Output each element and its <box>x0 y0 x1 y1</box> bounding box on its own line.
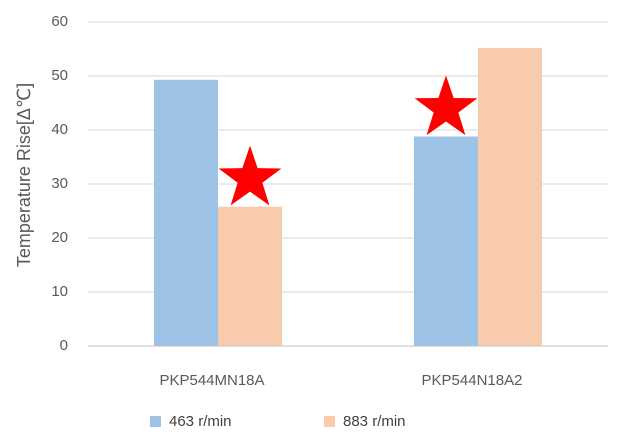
y-tick-label: 20 <box>51 229 68 246</box>
y-tick-labels: 0 10 20 30 40 50 60 <box>51 13 68 354</box>
y-axis-title: Temperature Rise[Δ℃] <box>14 83 34 267</box>
legend-item: 463 r/min <box>150 413 232 430</box>
star-annotations <box>218 75 478 206</box>
bar <box>154 79 218 346</box>
y-tick-label: 60 <box>51 13 68 30</box>
y-tick-label: 10 <box>51 283 68 300</box>
legend: 463 r/min 883 r/min <box>150 413 406 430</box>
star-marker <box>218 145 282 206</box>
y-tick-label: 50 <box>51 67 68 84</box>
bar <box>414 136 478 346</box>
legend-item: 883 r/min <box>324 413 406 430</box>
legend-label: 883 r/min <box>343 413 406 430</box>
y-tick-label: 0 <box>60 337 68 354</box>
star-marker <box>414 75 478 136</box>
legend-swatch <box>150 416 161 427</box>
bar <box>478 47 542 347</box>
bar <box>218 206 282 346</box>
x-tick-label: PKP544MN18A <box>159 372 264 389</box>
y-tick-label: 30 <box>51 175 68 192</box>
x-tick-labels: PKP544MN18A PKP544N18A2 <box>159 372 522 389</box>
y-tick-label: 40 <box>51 121 68 138</box>
legend-label: 463 r/min <box>169 413 232 430</box>
x-tick-label: PKP544N18A2 <box>422 372 523 389</box>
legend-swatch <box>324 416 335 427</box>
bars <box>154 47 542 347</box>
